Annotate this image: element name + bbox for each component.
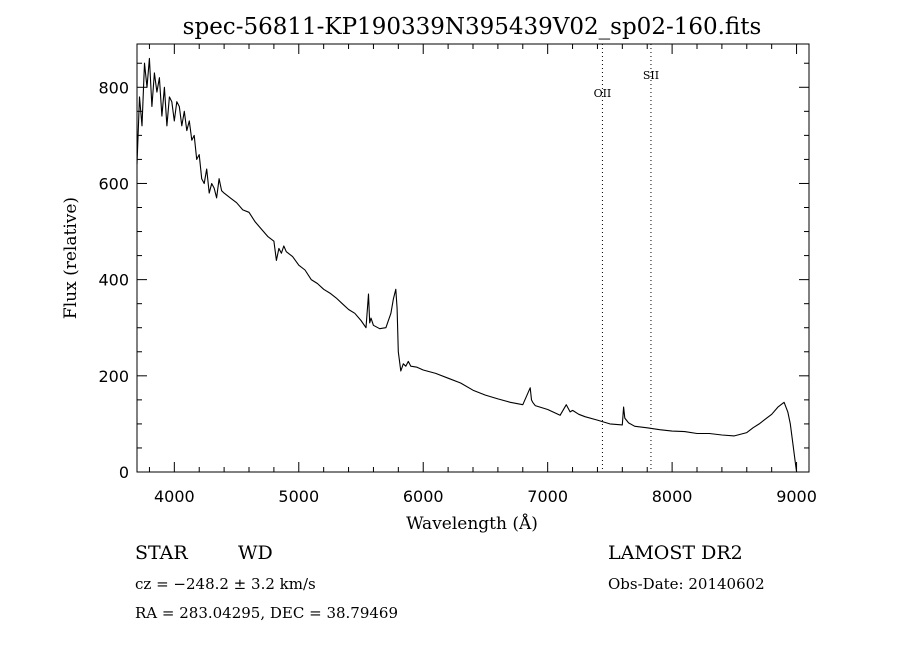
plot-frame <box>136 43 810 473</box>
axis-ticks: 4000 5000 6000 7000 8000 9000 0 200 400 600 800 <box>98 44 817 506</box>
x-tick-label: 6000 <box>403 487 444 506</box>
coordinates: RA = 283.04295, DEC = 38.79469 <box>135 604 399 622</box>
object-subclass: WD <box>238 542 273 564</box>
y-tick-label: 400 <box>98 271 129 290</box>
line-markers: OII SII <box>594 44 659 472</box>
x-tick-label: 9000 <box>776 487 817 506</box>
y-tick-label: 600 <box>98 174 129 193</box>
x-tick-label: 7000 <box>527 487 568 506</box>
data-release: LAMOST DR2 <box>608 542 743 564</box>
y-tick-label: 200 <box>98 367 129 386</box>
x-tick-label: 5000 <box>278 487 319 506</box>
x-tick-label: 8000 <box>652 487 693 506</box>
y-axis-label: Flux (relative) <box>61 197 81 319</box>
chart-title: spec-56811-KP190339N395439V02_sp02-160.f… <box>183 14 762 40</box>
object-class: STAR <box>135 542 188 564</box>
y-tick-label: 0 <box>119 463 129 482</box>
redshift-value: cz = −248.2 ± 3.2 km/s <box>135 575 316 593</box>
line-marker-label: SII <box>643 69 659 82</box>
observation-date: Obs-Date: 20140602 <box>608 575 765 593</box>
spectrum-line <box>136 57 798 473</box>
x-axis-label: Wavelength (Å) <box>406 513 538 534</box>
line-marker-label: OII <box>594 87 612 100</box>
y-tick-label: 800 <box>98 78 129 97</box>
x-tick-label: 4000 <box>154 487 195 506</box>
